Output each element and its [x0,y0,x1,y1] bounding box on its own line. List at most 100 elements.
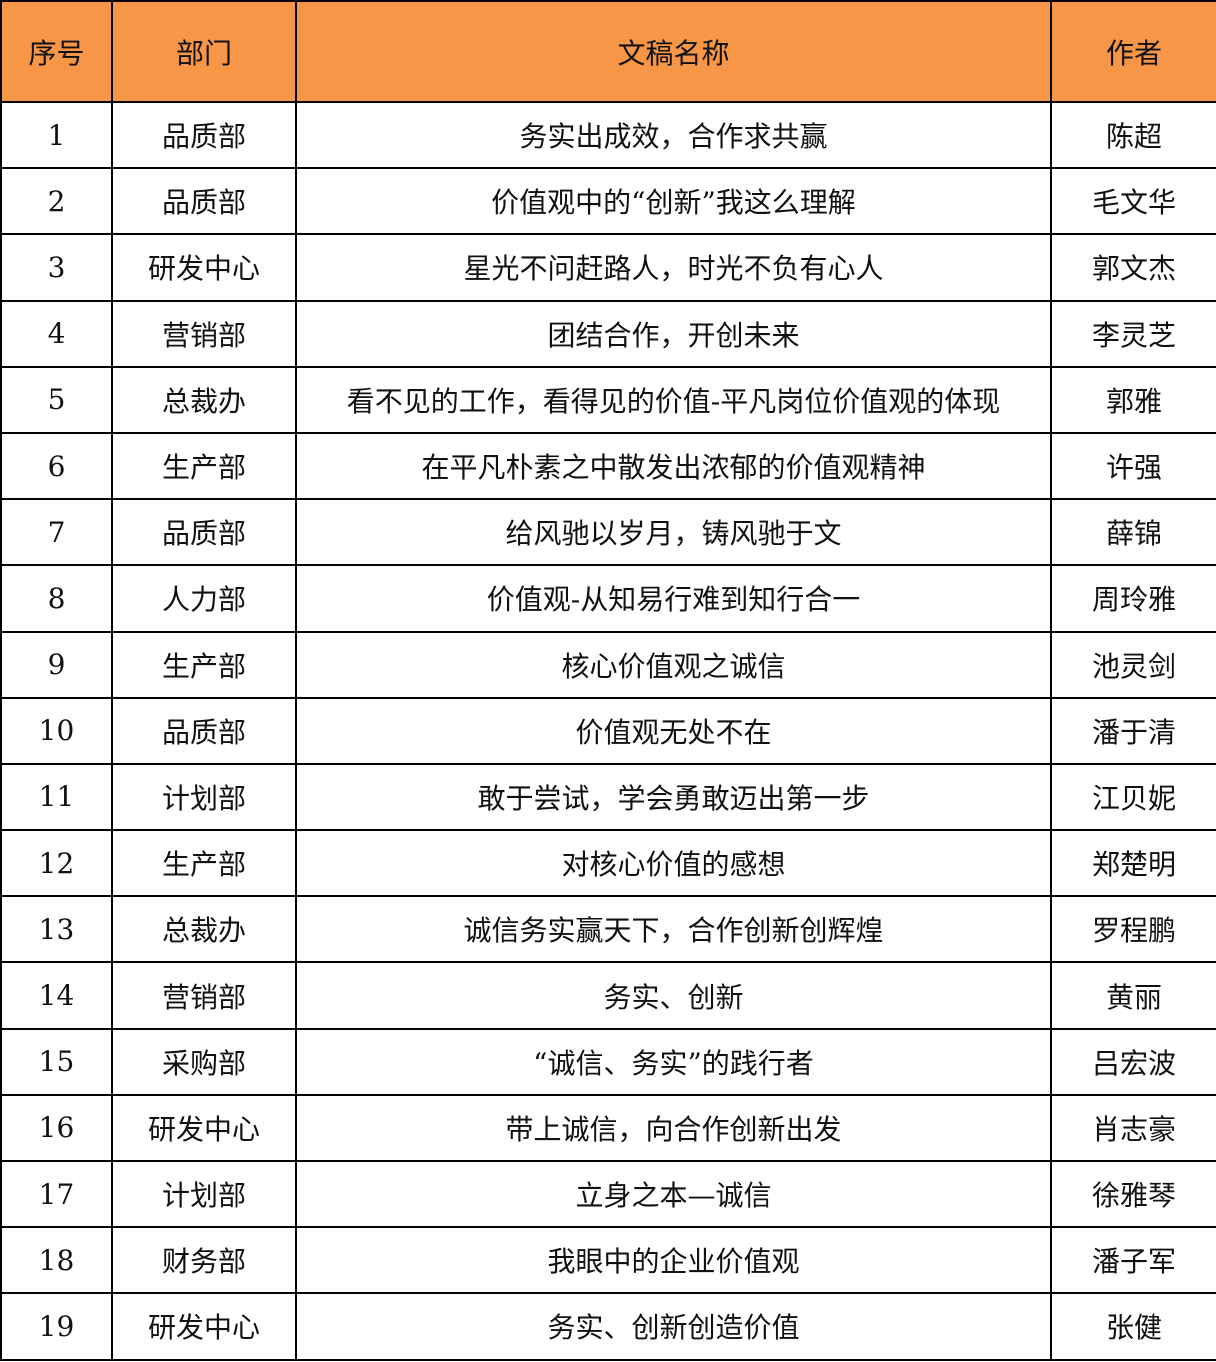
cell-index: 19 [0,1292,113,1361]
cell-title: 价值观-从知易行难到知行合一 [295,564,1052,633]
cell-department: 计划部 [111,1159,297,1229]
cell-title: 团结合作，开创未来 [295,299,1052,368]
cell-index: 6 [0,431,113,501]
cell-index: 11 [0,762,113,832]
table-row: 11 计划部 敢于尝试，学会勇敢迈出第一步 江贝妮 [0,762,1216,832]
cell-index: 7 [0,498,113,567]
table-row: 16 研发中心 带上诚信，向合作创新出发 肖志豪 [0,1093,1216,1163]
cell-department: 财务部 [111,1226,297,1295]
cell-author: 潘子军 [1050,1226,1216,1295]
cell-index: 17 [0,1159,113,1229]
cell-author: 郭文杰 [1050,233,1216,302]
cell-title: 价值观中的“创新”我这么理解 [295,167,1052,236]
cell-department: 采购部 [111,1027,297,1096]
cell-title: 敢于尝试，学会勇敢迈出第一步 [295,762,1052,832]
cell-department: 生产部 [111,630,297,699]
cell-author: 徐雅琴 [1050,1159,1216,1229]
table-row: 14 营销部 务实、创新 黄丽 [0,961,1216,1030]
cell-author: 罗程鹏 [1050,895,1216,964]
cell-author: 薛锦 [1050,498,1216,567]
cell-department: 研发中心 [111,233,297,302]
cell-author: 郑楚明 [1050,829,1216,898]
table-row: 12 生产部 对核心价值的感想 郑楚明 [0,829,1216,898]
cell-author: 黄丽 [1050,961,1216,1030]
cell-department: 营销部 [111,961,297,1030]
cell-department: 生产部 [111,829,297,898]
cell-department: 研发中心 [111,1093,297,1163]
cell-title: 务实、创新创造价值 [295,1292,1052,1361]
cell-index: 16 [0,1093,113,1163]
header-row: 序号 部门 文稿名称 作者 [0,0,1216,103]
cell-index: 12 [0,829,113,898]
cell-department: 品质部 [111,100,297,170]
cell-title: 我眼中的企业价值观 [295,1226,1052,1295]
table-row: 9 生产部 核心价值观之诚信 池灵剑 [0,630,1216,699]
cell-author: 张健 [1050,1292,1216,1361]
cell-index: 1 [0,100,113,170]
header-index: 序号 [0,0,113,103]
table-row: 4 营销部 团结合作，开创未来 李灵芝 [0,299,1216,368]
cell-author: 许强 [1050,431,1216,501]
cell-title: 星光不问赶路人，时光不负有心人 [295,233,1052,302]
cell-index: 2 [0,167,113,236]
cell-title: 给风驰以岁月，铸风驰于文 [295,498,1052,567]
cell-author: 陈超 [1050,100,1216,170]
cell-author: 吕宏波 [1050,1027,1216,1096]
cell-title: 核心价值观之诚信 [295,630,1052,699]
cell-title: 带上诚信，向合作创新出发 [295,1093,1052,1163]
cell-department: 品质部 [111,696,297,765]
table-row: 19 研发中心 务实、创新创造价值 张健 [0,1292,1216,1361]
cell-title: 立身之本—诚信 [295,1159,1052,1229]
table-row: 17 计划部 立身之本—诚信 徐雅琴 [0,1159,1216,1229]
cell-author: 潘于清 [1050,696,1216,765]
cell-title: 对核心价值的感想 [295,829,1052,898]
cell-index: 3 [0,233,113,302]
cell-index: 15 [0,1027,113,1096]
cell-department: 生产部 [111,431,297,501]
cell-index: 18 [0,1226,113,1295]
table-row: 7 品质部 给风驰以岁月，铸风驰于文 薛锦 [0,498,1216,567]
header-author: 作者 [1050,0,1216,103]
cell-department: 人力部 [111,564,297,633]
cell-title: “诚信、务实”的践行者 [295,1027,1052,1096]
header-title: 文稿名称 [295,0,1052,103]
cell-department: 营销部 [111,299,297,368]
cell-department: 总裁办 [111,895,297,964]
table-row: 6 生产部 在平凡朴素之中散发出浓郁的价值观精神 许强 [0,431,1216,501]
cell-index: 5 [0,365,113,434]
cell-index: 14 [0,961,113,1030]
cell-author: 毛文华 [1050,167,1216,236]
header-department: 部门 [111,0,297,103]
table-row: 8 人力部 价值观-从知易行难到知行合一 周玲雅 [0,564,1216,633]
cell-index: 8 [0,564,113,633]
table-row: 13 总裁办 诚信务实赢天下，合作创新创辉煌 罗程鹏 [0,895,1216,964]
cell-title: 诚信务实赢天下，合作创新创辉煌 [295,895,1052,964]
cell-title: 价值观无处不在 [295,696,1052,765]
cell-index: 9 [0,630,113,699]
table-row: 18 财务部 我眼中的企业价值观 潘子军 [0,1226,1216,1295]
table-body: 1 品质部 务实出成效，合作求共赢 陈超 2 品质部 价值观中的“创新”我这么理解 毛文华 3 研… [0,100,1216,1361]
cell-department: 研发中心 [111,1292,297,1361]
cell-author: 李灵芝 [1050,299,1216,368]
cell-title: 务实、创新 [295,961,1052,1030]
cell-index: 4 [0,299,113,368]
cell-author: 池灵剑 [1050,630,1216,699]
table-row: 10 品质部 价值观无处不在 潘于清 [0,696,1216,765]
cell-author: 肖志豪 [1050,1093,1216,1163]
table-row: 15 采购部 “诚信、务实”的践行者 吕宏波 [0,1027,1216,1096]
table-row: 2 品质部 价值观中的“创新”我这么理解 毛文华 [0,167,1216,236]
table-row: 5 总裁办 看不见的工作，看得见的价值-平凡岗位价值观的体现 郭雅 [0,365,1216,434]
cell-index: 13 [0,895,113,964]
cell-department: 计划部 [111,762,297,832]
cell-author: 郭雅 [1050,365,1216,434]
cell-title: 在平凡朴素之中散发出浓郁的价值观精神 [295,431,1052,501]
cell-author: 周玲雅 [1050,564,1216,633]
table-row: 1 品质部 务实出成效，合作求共赢 陈超 [0,100,1216,170]
cell-title: 看不见的工作，看得见的价值-平凡岗位价值观的体现 [295,365,1052,434]
cell-department: 总裁办 [111,365,297,434]
cell-title: 务实出成效，合作求共赢 [295,100,1052,170]
table-row: 3 研发中心 星光不问赶路人，时光不负有心人 郭文杰 [0,233,1216,302]
cell-index: 10 [0,696,113,765]
cell-department: 品质部 [111,167,297,236]
